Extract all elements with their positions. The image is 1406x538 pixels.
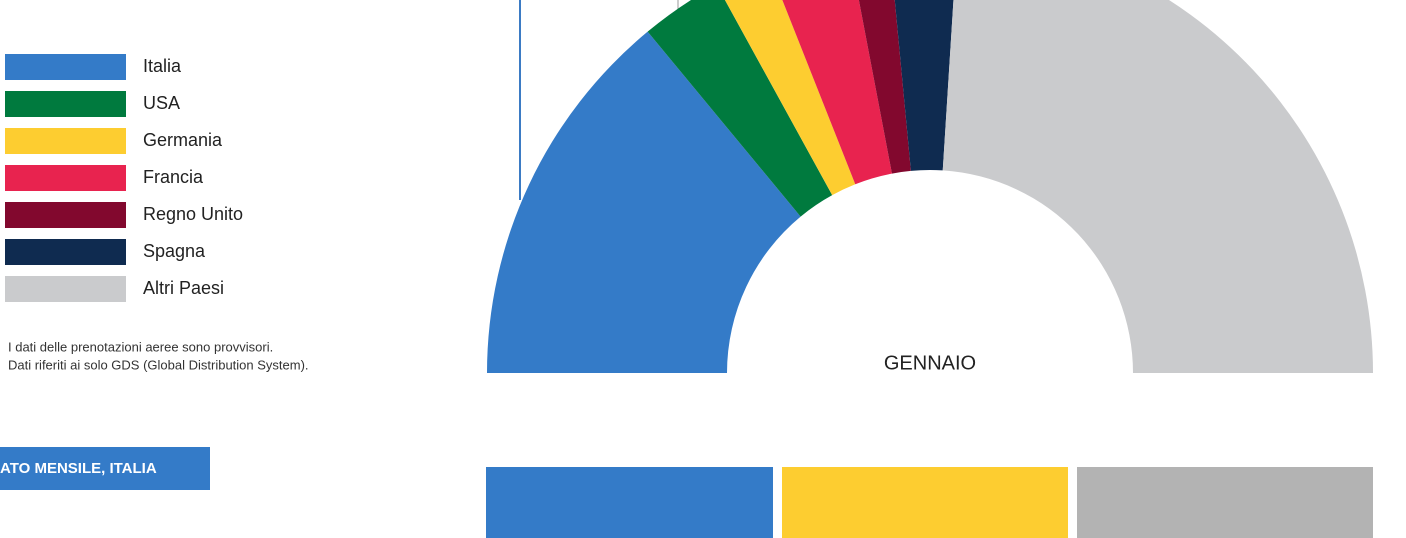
tab[interactable] bbox=[1077, 467, 1373, 538]
pie-slice bbox=[647, 0, 833, 217]
legend-label: USA bbox=[143, 93, 180, 113]
button[interactable]: ATO MENSILE, ITALIA bbox=[0, 447, 210, 490]
legend-swatch bbox=[5, 91, 126, 117]
tab[interactable] bbox=[782, 467, 1068, 538]
legend-swatch bbox=[5, 276, 126, 302]
legend-swatch bbox=[5, 202, 126, 228]
pie-chart bbox=[487, 0, 1373, 374]
legend-swatch bbox=[5, 239, 126, 265]
legend-swatch bbox=[5, 54, 126, 80]
legend-label: Spagna bbox=[143, 241, 206, 261]
legend: Italia USA Germania Francia Regno Unito Spagn… bbox=[5, 54, 243, 302]
note: Dati riferiti ai solo GDS (Global Distri… bbox=[8, 357, 309, 372]
note: I dati delle prenotazioni aeree sono pro… bbox=[8, 339, 273, 354]
button-bg[interactable] bbox=[0, 447, 210, 490]
pie-slice bbox=[487, 31, 801, 374]
legend-label: Italia bbox=[143, 56, 182, 76]
pie-slice bbox=[782, 0, 892, 185]
legend-label: Germania bbox=[143, 130, 223, 150]
legend-label: Regno Unito bbox=[143, 204, 243, 224]
pie-slice bbox=[724, 0, 856, 196]
legend-label: Francia bbox=[143, 167, 204, 187]
legend-swatch bbox=[5, 165, 126, 191]
legend-label: Altri Paesi bbox=[143, 278, 224, 298]
tab[interactable] bbox=[486, 467, 773, 538]
pie-slice bbox=[894, 0, 954, 171]
pie-slice bbox=[858, 0, 911, 174]
pie-slice bbox=[942, 0, 1373, 373]
legend-swatch bbox=[5, 128, 126, 154]
button-label[interactable]: ATO MENSILE, ITALIA bbox=[0, 460, 157, 477]
center-label: GENNAIO bbox=[884, 352, 976, 374]
